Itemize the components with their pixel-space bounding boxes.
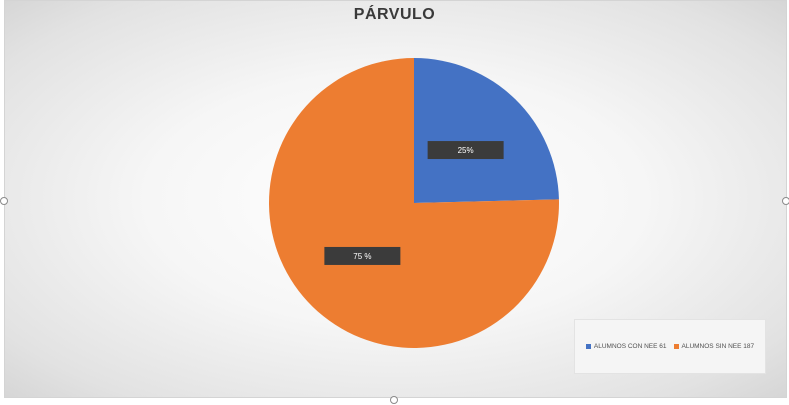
pie-slice-0[interactable] [414, 58, 559, 203]
resize-handle-right[interactable] [782, 197, 789, 205]
resize-handle-bottom[interactable] [390, 396, 398, 404]
legend-swatch [674, 344, 679, 349]
chart-legend: ALUMNOS CON NEE 61 ALUMNOS SIN NEE 187 [574, 319, 766, 374]
data-label-1: 75 % [353, 252, 371, 261]
legend-label: ALUMNOS CON NEE 61 [594, 343, 667, 350]
pie-slices [269, 58, 559, 348]
resize-handle-left[interactable] [0, 197, 8, 205]
legend-swatch [586, 344, 591, 349]
legend-entry-sin-nee: ALUMNOS SIN NEE 187 [674, 343, 755, 350]
legend-entry-con-nee: ALUMNOS CON NEE 61 [586, 343, 667, 350]
data-label-0: 25% [458, 146, 474, 155]
legend-label: ALUMNOS SIN NEE 187 [682, 343, 755, 350]
